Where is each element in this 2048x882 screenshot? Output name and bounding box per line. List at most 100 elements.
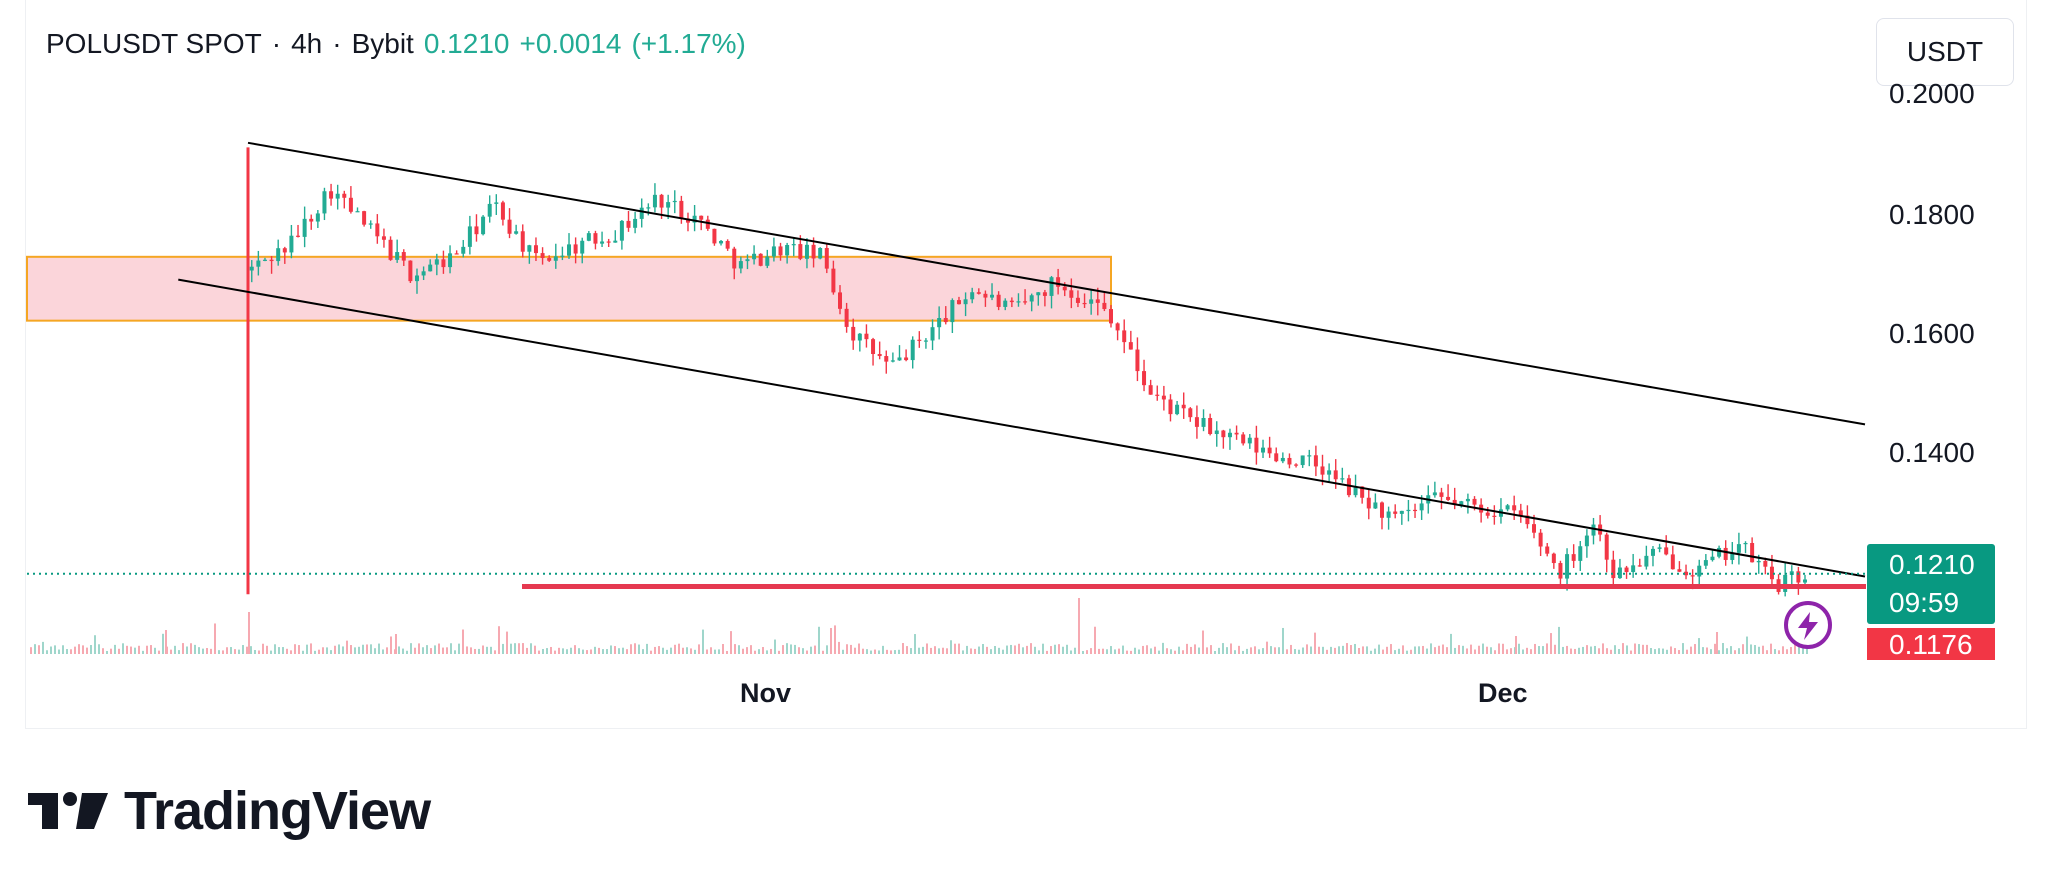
volume-bar [1534,643,1536,654]
volume-bar [1062,646,1064,654]
symbol-name[interactable]: POLUSDT SPOT [46,28,262,59]
volume-bar [242,645,244,654]
volume-bar [30,647,32,654]
volume-bar [1030,643,1032,654]
candle-body [1769,566,1774,580]
time-axis-tick: Dec [1478,678,1528,708]
volume-bar [502,643,504,654]
volume-bar [1386,646,1388,654]
candle-body [1664,547,1669,555]
volume-bar [910,648,912,654]
volume-bar [482,645,484,654]
candle-body [262,259,267,261]
volume-bar [570,647,572,654]
volume-bar [334,645,336,654]
volume-bar [986,646,988,654]
volume-bar [902,643,904,654]
volume-bar [638,644,640,654]
volume-bar [614,646,616,654]
volume-bar [326,647,328,654]
volume-bar [778,650,780,654]
candles [249,183,1807,597]
chart-pane[interactable] [25,0,2027,729]
volume-bar [1014,645,1016,654]
volume-bar [814,645,816,654]
tradingview-logo[interactable]: TradingView [28,780,431,842]
volume-bar [1170,649,1172,654]
candle-body [1756,561,1761,563]
exchange-label: Bybit [351,28,414,59]
volume-bar [138,645,140,654]
volume-bar [978,646,980,654]
candle-body [355,211,360,213]
volume-bar [1050,646,1052,654]
candle-body [342,193,347,198]
volume-bar [1378,644,1380,654]
volume-bar [510,643,512,654]
volume-bar [1618,649,1620,654]
volume-bar [782,645,784,654]
volume-bar [350,645,352,654]
candle-body [1399,510,1404,514]
volume-bar [1550,633,1552,654]
volume-bar [1786,649,1788,654]
candle-body [1009,300,1014,303]
volume-bar [758,649,760,654]
volume-bar [1346,643,1348,654]
volume-bar [1230,643,1232,654]
candle-body [1432,492,1437,496]
volume-bar [1010,644,1012,654]
volume-bar [354,647,356,654]
candle-body [1413,509,1418,512]
volume-bar [322,647,324,654]
volume-bar [738,645,740,654]
volume-bar [290,650,292,654]
candle-body [1518,510,1523,516]
candle-body [778,246,783,256]
volume-bar [850,644,852,654]
channel-upper-trendline[interactable] [247,141,1866,426]
volume-bar [162,633,164,654]
candle-body [441,259,446,268]
candle-body [296,235,301,237]
volume-bar [734,644,736,654]
volume-bar [165,630,167,654]
symbol-legend[interactable]: POLUSDT SPOT · 4h · Bybit 0.1210 +0.0014 (+1.17… [46,28,756,60]
candle-body [1532,524,1537,533]
volume-bar [890,650,892,654]
volume-bar [1402,645,1404,654]
volume-bar [946,648,948,654]
volume-bar [966,645,968,654]
volume-bar [230,647,232,654]
candle-body [600,241,605,244]
volume-bar [1290,644,1292,654]
channel-lower-trendline[interactable] [178,278,1866,578]
currency-unit-button[interactable]: USDT [1876,18,2014,86]
candle-body [1168,399,1173,415]
candle-body [249,266,254,271]
resistance-zone[interactable] [26,255,1112,322]
volume-bar [754,650,756,654]
volume-bar [1806,647,1808,654]
volume-bar [1226,647,1228,654]
volume-bar [1194,644,1196,654]
chart-canvas[interactable] [0,0,2048,740]
volume-bar [110,648,112,654]
lightning-icon[interactable] [1784,601,1832,649]
volume-bar [818,626,820,654]
candle-body [1036,292,1041,296]
interval-label[interactable]: 4h [291,28,323,59]
volume-bar [1674,648,1676,654]
volume-bar [678,643,680,654]
alert-price-badge[interactable]: 0.1176 [1867,628,1995,660]
candle-body [1029,295,1034,302]
volume-bar [522,643,524,654]
candle-body [1188,408,1193,418]
volume-bar [402,648,404,654]
candle-body [1320,466,1325,475]
candle-body [1161,395,1166,400]
volume-bar [718,649,720,654]
volume-bar [114,644,116,654]
candle-body [1545,546,1550,554]
volume-bar [178,650,180,654]
